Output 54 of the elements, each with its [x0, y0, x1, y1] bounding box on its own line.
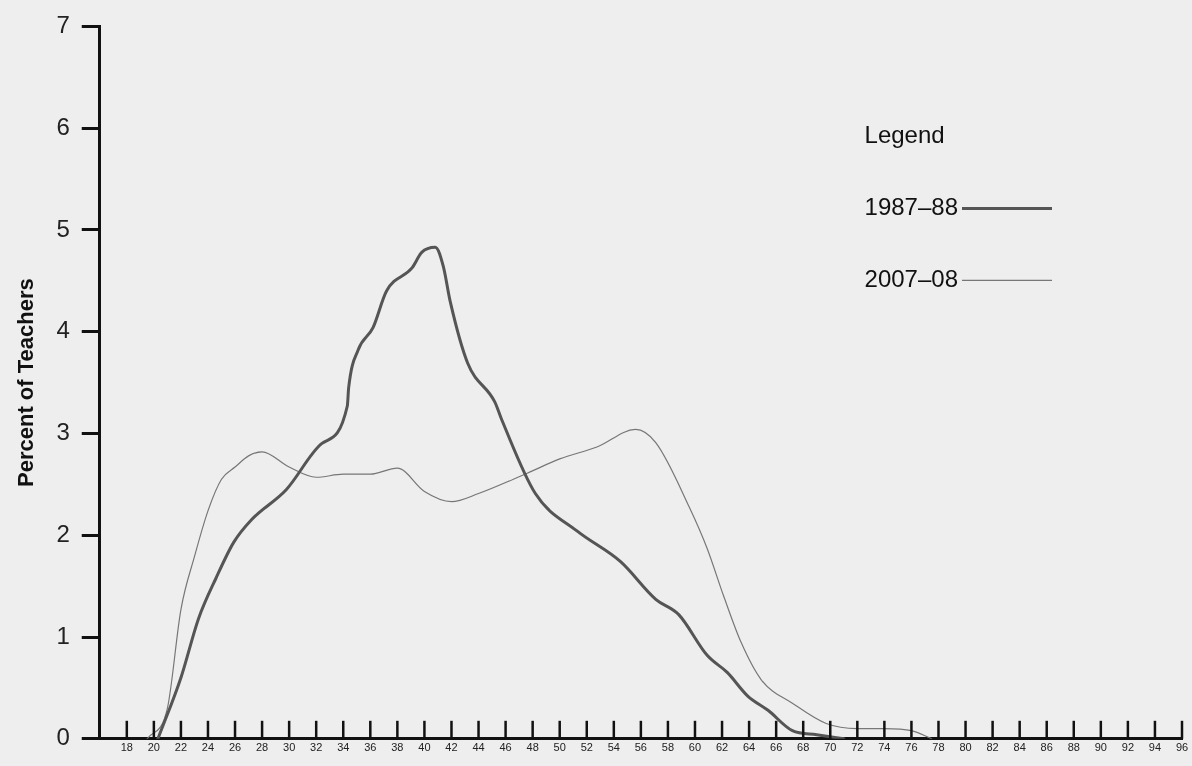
- x-tick-label: 18: [120, 741, 133, 754]
- y-tick-label: 3: [56, 418, 70, 446]
- x-tick-label: 38: [391, 741, 404, 754]
- x-tick-label: 84: [1013, 741, 1026, 754]
- x-tick-label: 62: [715, 741, 729, 754]
- x-tick-label: 36: [364, 741, 377, 754]
- x-tick-label: 52: [580, 741, 593, 754]
- x-tick-label: 78: [932, 741, 945, 754]
- y-tick-label: 4: [56, 316, 70, 344]
- x-tick-label: 88: [1067, 741, 1080, 754]
- x-tick-label: 50: [553, 741, 566, 754]
- x-tick-label: 94: [1148, 741, 1162, 754]
- x-tick-label: 20: [147, 741, 160, 754]
- x-tick-label: 26: [228, 741, 242, 754]
- x-tick-label: 92: [1121, 741, 1135, 754]
- legend-title: Legend: [864, 121, 945, 149]
- y-axis-title: Percent of Teachers: [13, 278, 39, 487]
- x-tick-label: 32: [310, 741, 323, 754]
- x-tick-label: 80: [959, 741, 972, 754]
- y-tick-label: 5: [56, 214, 70, 242]
- x-tick-label: 56: [634, 741, 647, 754]
- y-tick-label: 1: [56, 621, 70, 649]
- x-tick-label: 66: [770, 741, 783, 754]
- x-tick-label: 64: [742, 741, 756, 754]
- x-tick-label: 72: [851, 741, 864, 754]
- y-tick-label: 7: [56, 11, 70, 39]
- x-tick-label: 28: [255, 741, 269, 754]
- x-tick-label: 30: [283, 741, 296, 754]
- x-tick-label: 22: [174, 741, 188, 754]
- x-tick-label: 60: [688, 741, 702, 754]
- x-tick-label: 58: [661, 741, 675, 754]
- x-tick-label: 76: [905, 741, 918, 754]
- x-tick-label: 40: [418, 741, 431, 754]
- x-tick-label: 70: [824, 741, 837, 754]
- y-tick-label: 2: [56, 519, 70, 547]
- legend-label: 2007–08: [864, 265, 958, 293]
- x-tick-label: 48: [526, 741, 539, 754]
- x-tick-label: 44: [472, 741, 485, 754]
- x-tick-label: 42: [445, 741, 458, 754]
- x-tick-label: 96: [1175, 741, 1189, 754]
- x-tick-label: 54: [607, 741, 620, 754]
- y-tick-label: 0: [56, 723, 70, 751]
- x-tick-label: 24: [201, 741, 215, 754]
- y-tick-label: 6: [56, 112, 70, 140]
- x-tick-label: 68: [797, 741, 810, 754]
- line-series: [146, 428, 933, 739]
- x-tick-label: 34: [337, 741, 350, 754]
- line-series: [156, 245, 846, 739]
- x-tick-label: 74: [878, 741, 891, 754]
- legend-label: 1987–88: [864, 193, 958, 221]
- x-tick-label: 90: [1094, 741, 1107, 754]
- x-tick-label: 86: [1040, 741, 1053, 754]
- x-tick-label: 82: [986, 741, 999, 754]
- x-tick-label: 46: [499, 741, 512, 754]
